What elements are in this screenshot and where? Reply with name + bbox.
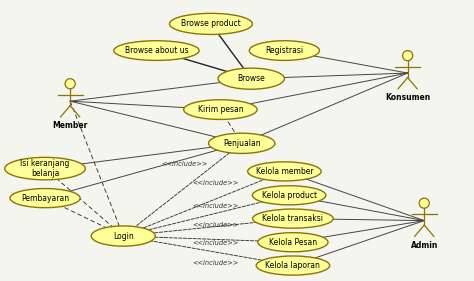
Ellipse shape — [184, 100, 257, 119]
Ellipse shape — [114, 41, 199, 60]
Text: <<include>>: <<include>> — [192, 222, 239, 228]
Text: Browse: Browse — [237, 74, 265, 83]
Ellipse shape — [218, 68, 284, 89]
Text: Member: Member — [53, 121, 88, 130]
Ellipse shape — [253, 209, 333, 228]
Ellipse shape — [91, 226, 155, 246]
Ellipse shape — [209, 133, 275, 153]
Ellipse shape — [65, 79, 75, 89]
Text: Kelola laporan: Kelola laporan — [265, 261, 320, 270]
Text: Registrasi: Registrasi — [265, 46, 303, 55]
Text: Kelola transaksi: Kelola transaksi — [263, 214, 323, 223]
Text: Browse about us: Browse about us — [125, 46, 188, 55]
Text: Kelola Pesan: Kelola Pesan — [269, 238, 317, 247]
Text: <<include>>: <<include>> — [192, 203, 239, 209]
Text: Isi keranjang
belanja: Isi keranjang belanja — [20, 159, 70, 178]
Ellipse shape — [247, 162, 321, 181]
Text: Browse product: Browse product — [181, 19, 241, 28]
Text: Admin: Admin — [410, 241, 438, 250]
Text: Konsumen: Konsumen — [385, 93, 430, 102]
Text: <<include>>: <<include>> — [192, 240, 239, 246]
Text: Kelola member: Kelola member — [255, 167, 313, 176]
Ellipse shape — [419, 198, 429, 208]
Text: <<include>>: <<include>> — [162, 161, 208, 167]
Text: Kirim pesan: Kirim pesan — [198, 105, 243, 114]
Ellipse shape — [10, 189, 80, 208]
Ellipse shape — [249, 41, 319, 60]
Ellipse shape — [258, 233, 328, 252]
Ellipse shape — [256, 256, 330, 275]
Text: Pembayaran: Pembayaran — [21, 194, 69, 203]
Text: Kelola product: Kelola product — [262, 191, 317, 200]
Ellipse shape — [402, 51, 413, 61]
Text: Penjualan: Penjualan — [223, 139, 261, 148]
Ellipse shape — [252, 186, 326, 205]
Text: <<include>>: <<include>> — [192, 260, 239, 266]
Ellipse shape — [170, 13, 252, 34]
Text: <<include>>: <<include>> — [192, 180, 239, 186]
Text: Login: Login — [113, 232, 134, 241]
Ellipse shape — [5, 157, 85, 180]
